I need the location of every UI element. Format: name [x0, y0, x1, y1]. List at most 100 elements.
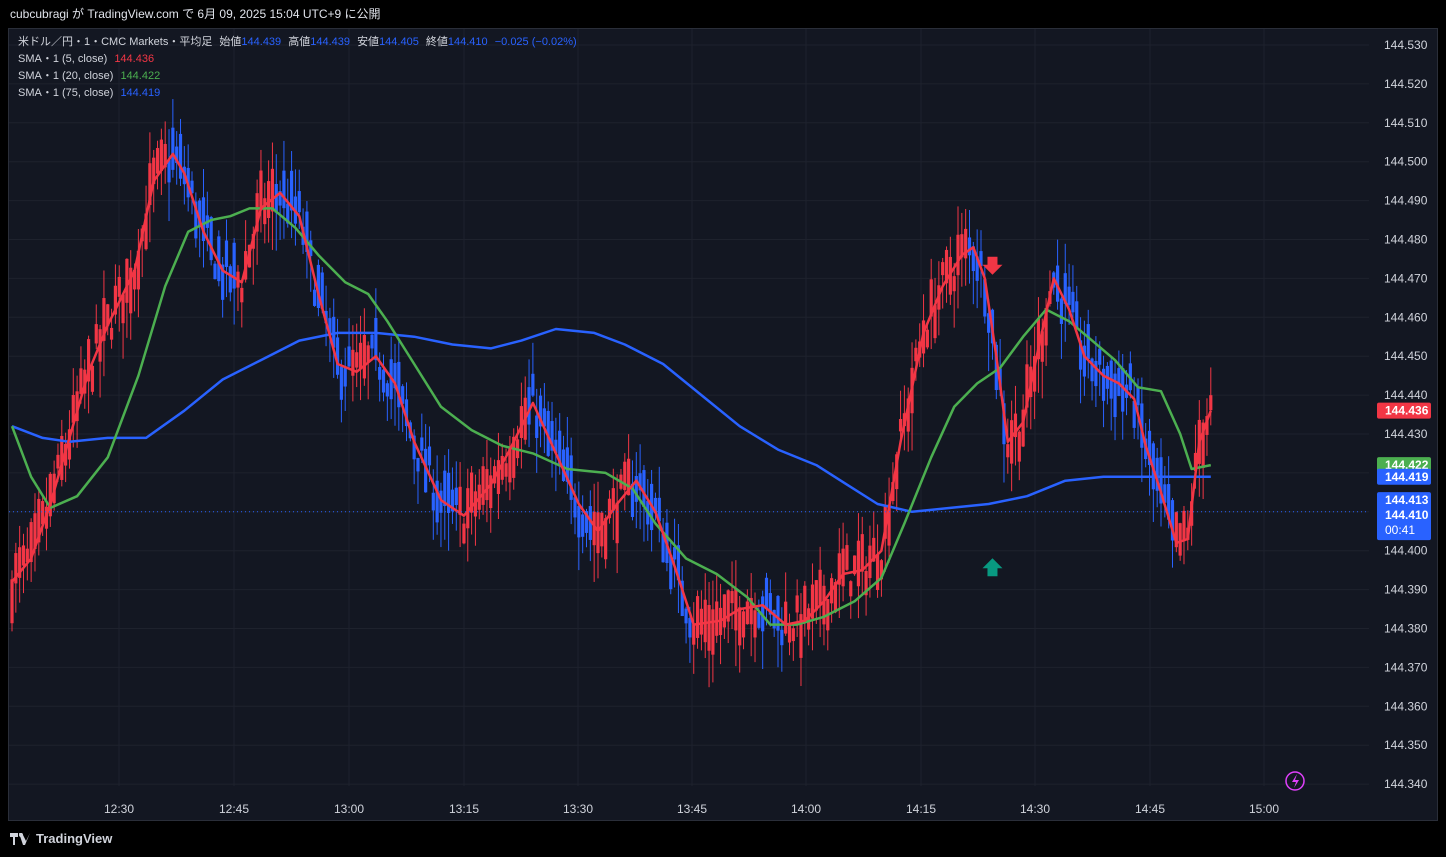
candle-body: [853, 555, 857, 575]
candle-body: [1193, 452, 1198, 472]
time-tick-label: 14:00: [791, 802, 821, 816]
candle-body: [768, 593, 772, 615]
candle-body: [443, 470, 447, 507]
price-tick-label: 144.390: [1384, 583, 1428, 597]
candle-body: [263, 198, 267, 225]
candle-body: [48, 473, 52, 517]
candle-body: [960, 234, 964, 258]
time-tick-label: 12:30: [104, 802, 134, 816]
candle-body: [374, 317, 378, 361]
badge-last-close-text: 144.410: [1385, 508, 1429, 522]
candle-body: [393, 363, 397, 389]
tradingview-logo[interactable]: TradingView: [10, 831, 112, 846]
candle-body: [1132, 400, 1136, 428]
candle-body: [1205, 416, 1209, 435]
candle-body: [738, 607, 742, 646]
sma75-value: 144.419: [120, 87, 161, 99]
price-tick-label: 144.470: [1384, 271, 1428, 285]
candle-body: [412, 435, 416, 460]
time-tick-label: 13:30: [563, 802, 593, 816]
symbol-label[interactable]: 米ドル／円・1・CMC Markets・平均足: [18, 36, 213, 48]
candle-body: [343, 367, 347, 387]
candle-body: [286, 203, 290, 224]
price-tick-label: 144.440: [1384, 388, 1428, 402]
brand-label: TradingView: [36, 831, 113, 846]
candle-body: [113, 285, 118, 315]
candle-body: [381, 369, 386, 393]
price-tick-label: 144.350: [1384, 738, 1428, 752]
candle-body: [722, 594, 726, 628]
price-chart[interactable]: 144.530 144.520 144.510 144.500 144.490 144.4…: [9, 29, 1438, 821]
change-value: −0.025 (−0.02%): [494, 36, 577, 48]
candle-body: [450, 489, 455, 512]
legend-sma20-row[interactable]: SMA・1 (20, close) 144.422: [18, 68, 577, 85]
candle-body: [18, 547, 22, 578]
candle-body: [967, 237, 972, 256]
candle-body: [106, 304, 110, 326]
candle-body: [730, 591, 734, 604]
candle-body: [1155, 457, 1159, 491]
candle-body: [41, 501, 45, 525]
candle-body: [987, 313, 991, 333]
candle-body: [1075, 301, 1079, 328]
candle-body: [669, 555, 673, 590]
candle-body: [527, 387, 531, 425]
candle-body: [79, 368, 83, 394]
candle-body: [814, 580, 818, 611]
lightning-icon: [1285, 771, 1305, 791]
high-label: 高値: [288, 36, 311, 48]
candle-body: [1201, 422, 1205, 468]
candle-body: [849, 581, 853, 597]
candle-body: [864, 570, 868, 596]
candle-body: [155, 148, 160, 174]
price-tick-label: 144.500: [1384, 155, 1428, 169]
candle-body: [466, 488, 470, 529]
candle-body: [25, 548, 29, 563]
badge-last-high-text: 144.413: [1385, 493, 1429, 507]
price-tick-label: 144.360: [1384, 699, 1428, 713]
candle-body: [512, 436, 516, 478]
chart-pane[interactable]: 144.530 144.520 144.510 144.500 144.490 144.4…: [8, 28, 1438, 821]
badge-countdown-text: 00:41: [1385, 523, 1415, 537]
price-tick-label: 144.370: [1384, 660, 1428, 674]
candle-body: [531, 373, 535, 396]
candle-body: [898, 418, 903, 432]
candle-body: [289, 170, 294, 211]
close-value: 144.410: [447, 36, 488, 48]
price-tick-label: 144.400: [1384, 544, 1428, 558]
candle-body: [492, 466, 497, 484]
legend-sma75-row[interactable]: SMA・1 (75, close) 144.419: [18, 85, 577, 102]
candle-body: [439, 490, 443, 513]
sma20-label: SMA・1 (20, close): [18, 70, 114, 82]
candle-body: [232, 242, 236, 289]
candle-body: [255, 193, 259, 232]
candle-body: [634, 476, 638, 502]
price-tick-label: 144.490: [1384, 194, 1428, 208]
candle-body: [136, 250, 140, 290]
candle-body: [872, 537, 876, 562]
candle-body: [481, 466, 485, 505]
candle-body: [1082, 345, 1086, 377]
candle-body: [75, 391, 79, 422]
candle-body: [152, 157, 156, 185]
candle-body: [347, 346, 351, 367]
candle-body: [607, 498, 612, 519]
candle-body: [780, 629, 784, 646]
time-tick-label: 12:45: [219, 802, 249, 816]
candle-body: [952, 276, 956, 292]
candle-body: [458, 486, 462, 515]
candle-body: [558, 430, 562, 467]
close-label: 終値: [425, 36, 448, 48]
candle-body: [703, 599, 707, 643]
candle-body: [795, 595, 799, 613]
legend-sma5-row[interactable]: SMA・1 (5, close) 144.436: [18, 51, 577, 68]
candle-body: [240, 287, 244, 303]
candle-body: [1013, 413, 1018, 438]
candle-body: [611, 488, 615, 511]
candle-body: [332, 316, 336, 348]
candle-body: [695, 596, 700, 638]
candle-body: [741, 611, 746, 638]
candle-body: [699, 608, 703, 635]
time-tick-label: 14:15: [906, 802, 936, 816]
candle-body: [504, 463, 508, 477]
